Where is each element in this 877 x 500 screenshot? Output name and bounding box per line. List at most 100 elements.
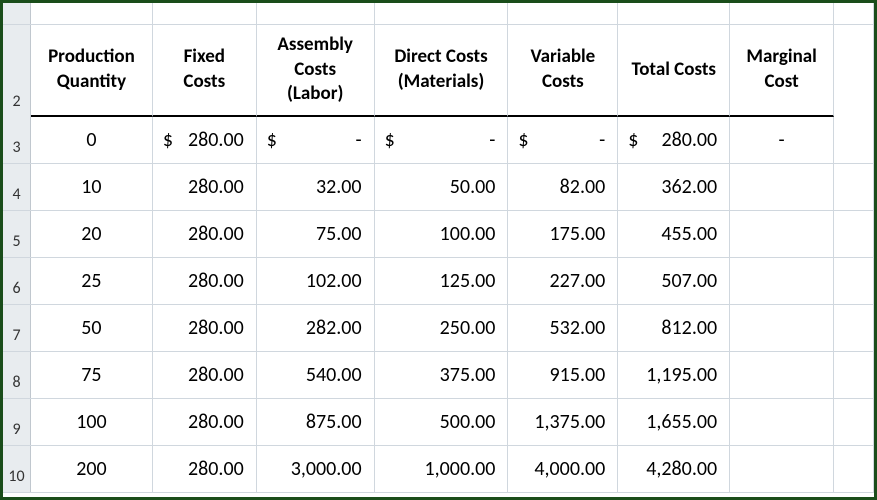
row-number[interactable]: 3 xyxy=(3,117,31,163)
header-direct-costs[interactable]: Direct Costs (Materials) xyxy=(375,25,509,117)
cell[interactable] xyxy=(375,3,509,25)
cell-total[interactable]: 507.00 xyxy=(618,258,730,304)
cell-direct[interactable]: 375.00 xyxy=(375,352,509,398)
cell-variable[interactable]: 82.00 xyxy=(508,164,618,210)
header-production-quantity[interactable]: Production Quantity xyxy=(31,25,153,117)
cell-variable[interactable]: 915.00 xyxy=(508,352,618,398)
cell-total[interactable]: 362.00 xyxy=(618,164,730,210)
cell-assembly[interactable]: 102.00 xyxy=(257,258,375,304)
cell[interactable] xyxy=(834,446,874,492)
cell[interactable] xyxy=(618,3,730,25)
cell-assembly[interactable]: 875.00 xyxy=(257,399,375,445)
cell-direct[interactable]: 250.00 xyxy=(375,305,509,351)
cell[interactable] xyxy=(834,3,874,25)
cell[interactable] xyxy=(730,3,834,25)
row-number[interactable]: 4 xyxy=(3,164,31,210)
cell-direct[interactable]: 100.00 xyxy=(375,211,509,257)
cell-total[interactable]: 455.00 xyxy=(618,211,730,257)
cell-marginal[interactable] xyxy=(730,258,834,304)
cell-fixed[interactable]: 280.00 xyxy=(153,258,257,304)
cell-fixed[interactable]: 280.00 xyxy=(153,211,257,257)
cell-qty[interactable]: 20 xyxy=(31,211,153,257)
cell-assembly[interactable]: 75.00 xyxy=(257,211,375,257)
cell-direct[interactable]: 125.00 xyxy=(375,258,509,304)
cell-direct[interactable]: 500.00 xyxy=(375,399,509,445)
cell-variable[interactable]: 532.00 xyxy=(508,305,618,351)
cell-assembly[interactable]: $- xyxy=(257,117,375,163)
cell-marginal[interactable] xyxy=(730,305,834,351)
cell-variable[interactable]: 4,000.00 xyxy=(508,446,618,492)
cell-assembly[interactable]: 32.00 xyxy=(257,164,375,210)
row-number[interactable]: 5 xyxy=(3,211,31,257)
cell[interactable] xyxy=(257,3,375,25)
cell-qty[interactable]: 200 xyxy=(31,446,153,492)
cell[interactable] xyxy=(834,352,874,398)
cell-variable[interactable]: 227.00 xyxy=(508,258,618,304)
row-number[interactable]: 2 xyxy=(3,25,31,117)
currency-symbol: $ xyxy=(385,128,395,152)
header-marginal-cost[interactable]: Marginal Cost xyxy=(730,25,834,117)
cell-total[interactable]: 1,195.00 xyxy=(618,352,730,398)
row-number[interactable]: 6 xyxy=(3,258,31,304)
cell[interactable] xyxy=(834,25,874,117)
cell-marginal[interactable]: - xyxy=(730,117,834,163)
cell[interactable] xyxy=(31,3,153,25)
row-number[interactable]: 9 xyxy=(3,399,31,445)
cell[interactable] xyxy=(834,305,874,351)
row-number[interactable] xyxy=(3,3,31,24)
cell-qty[interactable]: 10 xyxy=(31,164,153,210)
cell-marginal[interactable] xyxy=(730,399,834,445)
cell-variable[interactable]: $- xyxy=(508,117,618,163)
cell-assembly[interactable]: 282.00 xyxy=(257,305,375,351)
cell-fixed[interactable]: $280.00 xyxy=(153,117,257,163)
currency-symbol: $ xyxy=(267,128,277,152)
row-number[interactable]: 10 xyxy=(3,446,31,492)
cell-value: - xyxy=(355,128,361,152)
cell-marginal[interactable] xyxy=(730,446,834,492)
cell-fixed[interactable]: 280.00 xyxy=(153,352,257,398)
cell-qty[interactable]: 25 xyxy=(31,258,153,304)
spreadsheet-grid: 2 Production Quantity Fixed Costs Assemb… xyxy=(3,3,874,497)
cell-assembly[interactable]: 540.00 xyxy=(257,352,375,398)
cell[interactable] xyxy=(153,3,257,25)
cell-marginal[interactable] xyxy=(730,352,834,398)
cell-direct[interactable]: $- xyxy=(375,117,509,163)
header-variable-costs[interactable]: Variable Costs xyxy=(508,25,618,117)
header-total-costs[interactable]: Total Costs xyxy=(618,25,730,117)
cell-total[interactable]: 812.00 xyxy=(618,305,730,351)
table-header-row: 2 Production Quantity Fixed Costs Assemb… xyxy=(3,25,874,117)
cell-value: 280.00 xyxy=(188,128,244,152)
cell-variable[interactable]: 1,375.00 xyxy=(508,399,618,445)
cell-marginal[interactable] xyxy=(730,211,834,257)
cell[interactable] xyxy=(834,258,874,304)
cell-direct[interactable]: 50.00 xyxy=(375,164,509,210)
cell-fixed[interactable]: 280.00 xyxy=(153,399,257,445)
cell-direct[interactable]: 1,000.00 xyxy=(375,446,509,492)
cell[interactable] xyxy=(834,399,874,445)
cell-marginal[interactable] xyxy=(730,164,834,210)
cell-total[interactable]: 4,280.00 xyxy=(618,446,730,492)
cell-fixed[interactable]: 280.00 xyxy=(153,446,257,492)
cell-fixed[interactable]: 280.00 xyxy=(153,164,257,210)
row-number[interactable]: 8 xyxy=(3,352,31,398)
cell-assembly[interactable]: 3,000.00 xyxy=(257,446,375,492)
header-fixed-costs[interactable]: Fixed Costs xyxy=(153,25,257,117)
table-row: 7 50 280.00 282.00 250.00 532.00 812.00 xyxy=(3,305,874,352)
cell-total[interactable]: $280.00 xyxy=(618,117,730,163)
row-number[interactable]: 7 xyxy=(3,305,31,351)
cell-qty[interactable]: 75 xyxy=(31,352,153,398)
cell-qty[interactable]: 0 xyxy=(31,117,153,163)
cell-variable[interactable]: 175.00 xyxy=(508,211,618,257)
cell[interactable] xyxy=(834,117,874,163)
cell-total[interactable]: 1,655.00 xyxy=(618,399,730,445)
cell[interactable] xyxy=(508,3,618,25)
cell-value: - xyxy=(489,128,495,152)
cell[interactable] xyxy=(834,211,874,257)
table-row: 6 25 280.00 102.00 125.00 227.00 507.00 xyxy=(3,258,874,305)
cell-fixed[interactable]: 280.00 xyxy=(153,305,257,351)
header-assembly-costs[interactable]: Assembly Costs (Labor) xyxy=(257,25,375,117)
cell-qty[interactable]: 50 xyxy=(31,305,153,351)
cell-qty[interactable]: 100 xyxy=(31,399,153,445)
cell-value: 280.00 xyxy=(661,128,717,152)
cell[interactable] xyxy=(834,164,874,210)
